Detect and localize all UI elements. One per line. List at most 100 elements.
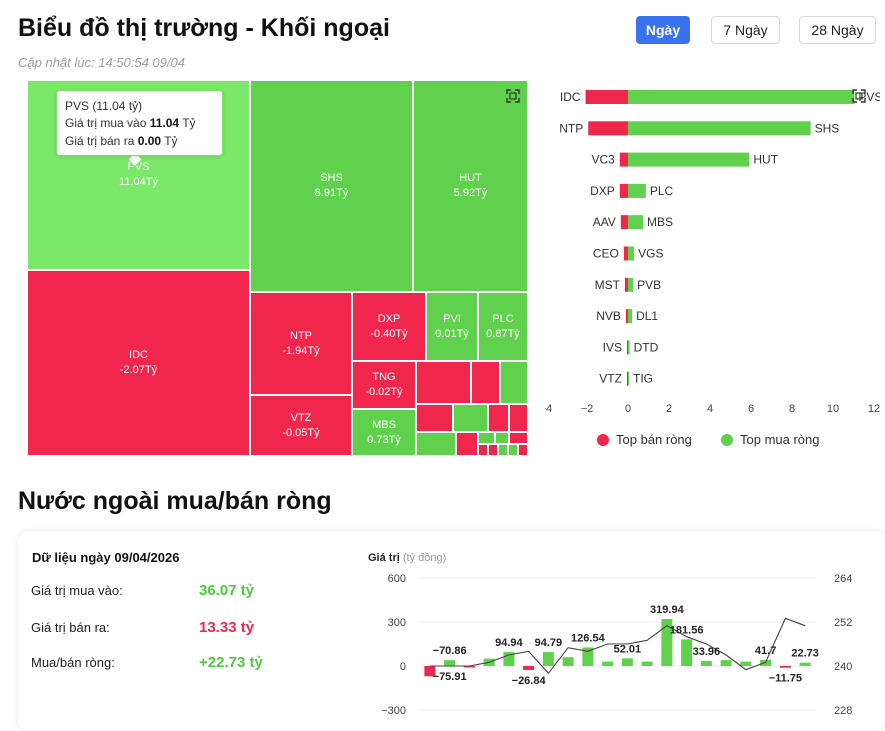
buy-bar[interactable] [628, 340, 630, 355]
sell-bar[interactable] [626, 340, 628, 355]
treemap-tile-small[interactable] [453, 404, 488, 432]
treemap-tile-small[interactable] [495, 432, 509, 444]
net-value-chart: 600 300 0 −300 264 252 240 228 −75.91 −70.86 94.94… [381, 573, 852, 717]
buy-bar[interactable] [628, 277, 634, 292]
treemap-tile-small[interactable] [416, 432, 456, 456]
buy-bar[interactable] [628, 246, 635, 261]
value-bar[interactable] [720, 660, 732, 666]
sell-bar[interactable] [585, 90, 628, 104]
buy-bar[interactable] [628, 90, 855, 104]
treemap-tile-small[interactable] [509, 432, 528, 444]
tile-value: -1.94Tỷ [282, 344, 320, 357]
sell-bar[interactable] [625, 309, 628, 324]
tooltip-title: PVS (11.04 tỷ) [65, 99, 143, 113]
buy-value: 36.07 tỷ [199, 582, 255, 599]
buy-bar-label: MBS [647, 215, 673, 229]
treemap-tile-plc[interactable]: PLC 0.87Tỷ [478, 292, 528, 361]
y-tick-right: 252 [834, 617, 852, 629]
treemap-tile-small[interactable] [471, 361, 500, 404]
tile-value: 11.04Tỷ [119, 176, 158, 188]
x-tick-label: 0 [625, 403, 631, 415]
treemap-tile-small[interactable] [478, 444, 488, 456]
treemap-tile-small[interactable] [478, 432, 495, 444]
treemap-tile-small[interactable] [498, 444, 508, 456]
treemap-tile-small[interactable] [500, 361, 528, 404]
sell-bar[interactable] [626, 371, 628, 386]
sell-bar[interactable] [620, 215, 628, 230]
period-28day-button[interactable]: 28 Ngày [799, 16, 876, 44]
treemap-tile-small[interactable] [456, 432, 478, 456]
value-bar[interactable] [760, 659, 772, 666]
value-bar[interactable] [463, 666, 475, 668]
buy-bar-label: HUT [753, 153, 778, 167]
x-tick-label: 6 [748, 403, 754, 415]
expand-icon[interactable] [506, 89, 520, 103]
value-bar[interactable] [681, 639, 693, 666]
treemap-tile-small[interactable] [508, 444, 518, 456]
sell-bar-label: AAV [593, 215, 616, 229]
value-chart-unit: (tỷ đồng) [402, 552, 447, 564]
legend-buy-label[interactable]: Top mua ròng [740, 432, 820, 447]
value-bar[interactable] [799, 662, 811, 666]
value-bar[interactable] [582, 647, 594, 666]
buy-bar[interactable] [628, 309, 633, 324]
treemap-tile-idc[interactable]: IDC -2.07Tỷ [27, 270, 250, 456]
value-bar[interactable] [641, 661, 653, 666]
treemap-tile-small[interactable] [416, 361, 471, 404]
tile-value: -0.02Tỷ [365, 386, 403, 398]
buy-bar-label: PLC [650, 184, 674, 198]
value-chart-title: Giá trị (tỷ đồng) [368, 552, 446, 564]
buy-bar-label: VGS [638, 247, 663, 261]
treemap-tile-small[interactable] [416, 404, 453, 432]
treemap-tile-small[interactable] [488, 404, 509, 432]
treemap-tile-small[interactable] [518, 444, 528, 456]
value-bar[interactable] [562, 657, 574, 666]
value-bar[interactable] [503, 652, 515, 666]
bar-value-label: 52.01 [614, 643, 642, 655]
value-bar[interactable] [621, 658, 633, 666]
value-bar[interactable] [424, 666, 436, 677]
treemap-tile-ntp[interactable]: NTP -1.94Tỷ [250, 292, 352, 395]
tile-value: -2.07Tỷ [119, 364, 158, 376]
sell-bar[interactable] [588, 121, 628, 136]
treemap-tile-vtz[interactable]: VTZ -0.05Tỷ [250, 395, 352, 456]
buy-bar[interactable] [628, 152, 750, 167]
buy-bar[interactable] [628, 215, 643, 230]
period-7day-button[interactable]: 7 Ngày [711, 16, 780, 44]
buy-bar[interactable] [628, 371, 630, 386]
treemap-tile-small[interactable] [488, 444, 498, 456]
y-tick-left: 0 [400, 661, 406, 673]
expand-icon[interactable] [852, 89, 866, 103]
value-bar[interactable] [740, 661, 752, 666]
treemap-tile-pvi[interactable]: PVI 0.01Tỷ [426, 292, 478, 361]
x-tick-label: 8 [789, 403, 795, 415]
treemap-tile-shs[interactable]: SHS 8.91Tỷ [250, 80, 413, 292]
treemap-tile-mbs[interactable]: MBS 0.73Tỷ [352, 409, 416, 456]
value-bar[interactable] [602, 661, 614, 666]
treemap-tile-dxp[interactable]: DXP -0.40Tỷ [352, 292, 426, 361]
sell-bar[interactable] [619, 152, 628, 167]
tile-value: 8.91Tỷ [314, 187, 349, 199]
tile-code: DXP [377, 312, 401, 325]
value-bar[interactable] [779, 666, 791, 668]
period-day-button[interactable]: Ngày [636, 16, 690, 44]
sell-bar-label: IDC [560, 90, 581, 104]
sell-bar[interactable] [624, 277, 628, 292]
value-bar[interactable] [444, 660, 456, 666]
treemap-tile-hut[interactable]: HUT 5.92Tỷ [413, 80, 528, 292]
sell-bar[interactable] [623, 246, 628, 261]
sell-bar[interactable] [619, 183, 628, 198]
value-bar[interactable] [700, 661, 712, 666]
treemap-tile-small[interactable] [509, 404, 528, 432]
bar-value-label: 94.79 [535, 637, 563, 649]
value-bar[interactable] [661, 619, 673, 666]
value-bar[interactable] [542, 652, 554, 666]
bar-value-label: 41.7 [755, 645, 776, 657]
value-bar[interactable] [523, 666, 535, 670]
legend-sell-label[interactable]: Top bán ròng [616, 432, 692, 447]
x-tick-label: 12 [868, 403, 880, 415]
buy-bar[interactable] [628, 121, 811, 136]
treemap-tile-tng[interactable]: TNG -0.02Tỷ [352, 361, 416, 409]
buy-label: Giá trị mua vào: [31, 583, 123, 598]
buy-bar[interactable] [628, 183, 646, 198]
